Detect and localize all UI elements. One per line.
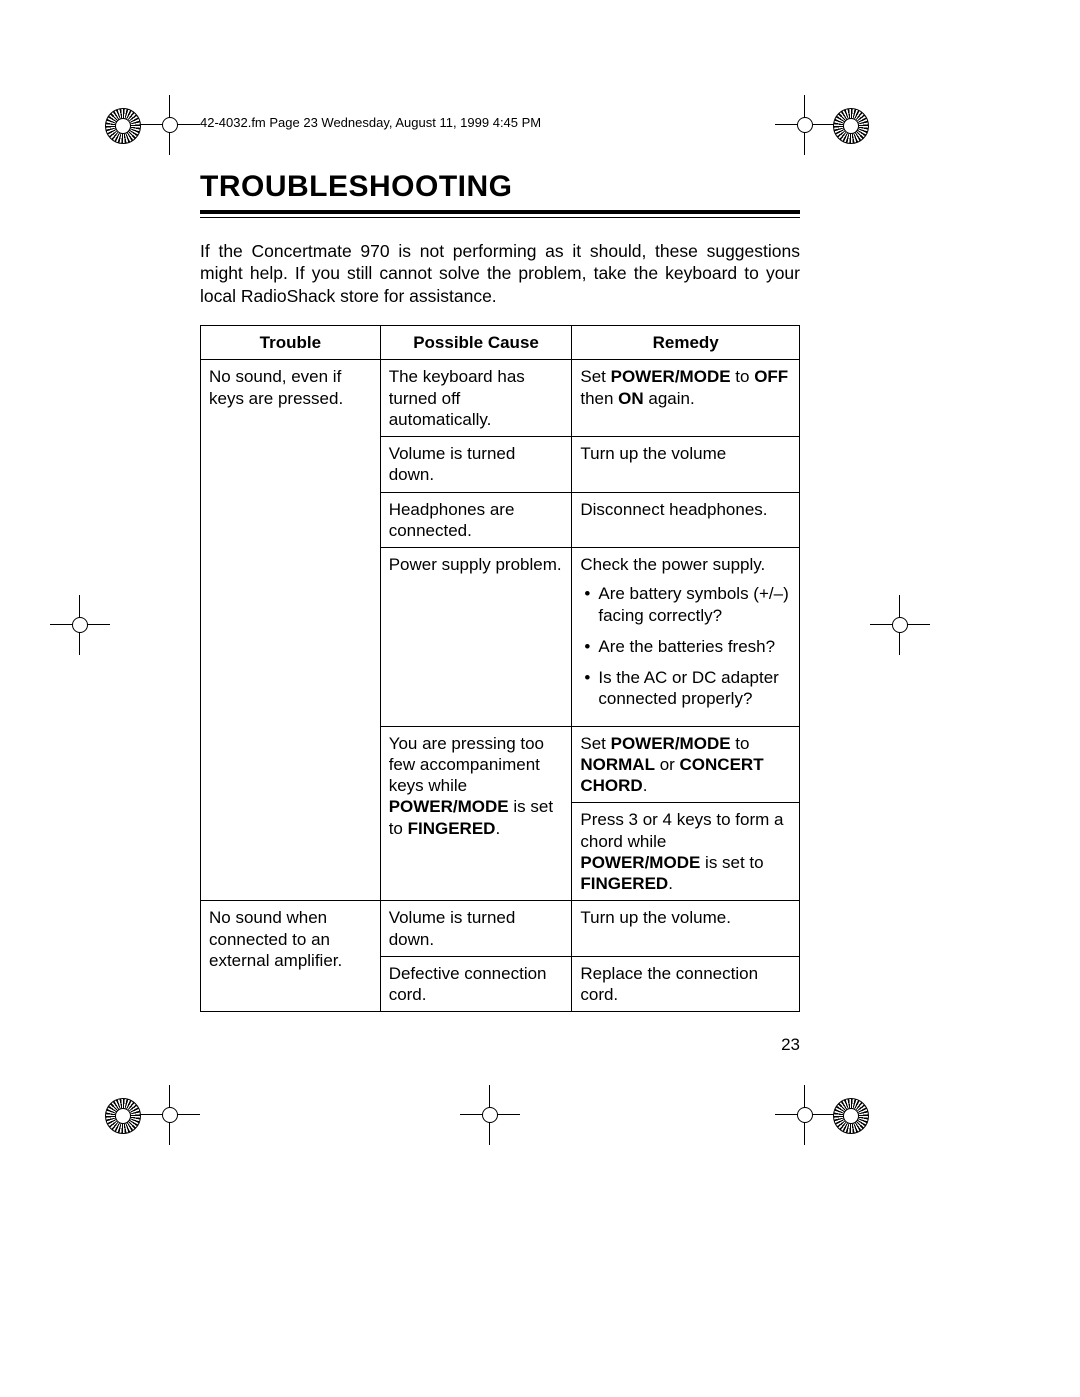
rosette-icon <box>105 108 141 144</box>
bold: FINGERED <box>408 819 496 838</box>
col-trouble: Trouble <box>201 326 381 360</box>
bold: POWER/MODE <box>611 367 731 386</box>
page-number: 23 <box>781 1035 800 1055</box>
regmark-bot-right <box>775 1085 835 1145</box>
intro-paragraph: If the Concertmate 970 is not performing… <box>200 240 800 307</box>
page-content: 42-4032.fm Page 23 Wednesday, August 11,… <box>200 115 800 1012</box>
rosette-icon <box>833 1098 869 1134</box>
cell-remedy: Set POWER/MODE to NORMAL or CONCERT CHOR… <box>572 726 800 803</box>
text: again. <box>644 389 695 408</box>
cell-cause: Headphones are connected. <box>380 492 572 548</box>
regmark-mid-right <box>870 595 930 655</box>
bold: POWER/MODE <box>389 797 509 816</box>
cell-remedy: Set POWER/MODE to OFF then ON again. <box>572 360 800 437</box>
cell-trouble: No sound when connected to an external a… <box>201 901 381 1012</box>
running-header: 42-4032.fm Page 23 Wednesday, August 11,… <box>200 115 800 130</box>
cell-remedy: Replace the connection cord. <box>572 956 800 1012</box>
text: is set to <box>700 853 763 872</box>
text: . <box>668 874 673 893</box>
col-remedy: Remedy <box>572 326 800 360</box>
remedy-bullets: Are battery symbols (+/–) facing correct… <box>580 583 791 709</box>
text: Press 3 or 4 keys to form a chord while <box>580 810 783 850</box>
rosette-icon <box>105 1098 141 1134</box>
text: . <box>643 776 648 795</box>
list-item: Is the AC or DC adapter connected proper… <box>580 667 791 710</box>
regmark-mid-left <box>50 595 110 655</box>
cell-remedy: Check the power supply. Are battery symb… <box>572 548 800 727</box>
regmark-bot-left <box>140 1085 200 1145</box>
remedy-lead: Check the power supply. <box>580 555 765 574</box>
bold: FINGERED <box>580 874 668 893</box>
table-row: No sound when connected to an external a… <box>201 901 800 957</box>
cell-remedy: Press 3 or 4 keys to form a chord while … <box>572 803 800 901</box>
cell-remedy: Turn up the volume <box>572 437 800 493</box>
text: You are pressing too few accompaniment k… <box>389 734 544 796</box>
text: Set <box>580 367 610 386</box>
title-rule <box>200 210 800 218</box>
regmark-bot-center <box>460 1085 520 1145</box>
cell-remedy: Turn up the volume. <box>572 901 800 957</box>
cell-cause: Power supply problem. <box>380 548 572 727</box>
cell-trouble: No sound, even if keys are pressed. <box>201 360 381 901</box>
cell-cause: Defective connection cord. <box>380 956 572 1012</box>
text: to <box>731 734 750 753</box>
text: to <box>731 367 755 386</box>
list-item: Are the batteries fresh? <box>580 636 791 657</box>
text: or <box>655 755 680 774</box>
table-row: No sound, even if keys are pressed. The … <box>201 360 800 437</box>
cell-cause: The keyboard has turned off automaticall… <box>380 360 572 437</box>
cell-cause: You are pressing too few accompaniment k… <box>380 726 572 901</box>
text: then <box>580 389 618 408</box>
cell-cause: Volume is turned down. <box>380 901 572 957</box>
rosette-icon <box>833 108 869 144</box>
text: . <box>495 819 500 838</box>
cell-cause: Volume is turned down. <box>380 437 572 493</box>
regmark-top-left <box>140 95 200 155</box>
bold: OFF <box>754 367 788 386</box>
bold: ON <box>618 389 644 408</box>
col-cause: Possible Cause <box>380 326 572 360</box>
bold: POWER/MODE <box>580 853 700 872</box>
section-title: TROUBLESHOOTING <box>200 170 800 204</box>
table-header-row: Trouble Possible Cause Remedy <box>201 326 800 360</box>
list-item: Are battery symbols (+/–) facing correct… <box>580 583 791 626</box>
bold: POWER/MODE <box>611 734 731 753</box>
text: Set <box>580 734 610 753</box>
cell-remedy: Disconnect headphones. <box>572 492 800 548</box>
troubleshooting-table: Trouble Possible Cause Remedy No sound, … <box>200 325 800 1012</box>
bold: NORMAL <box>580 755 655 774</box>
